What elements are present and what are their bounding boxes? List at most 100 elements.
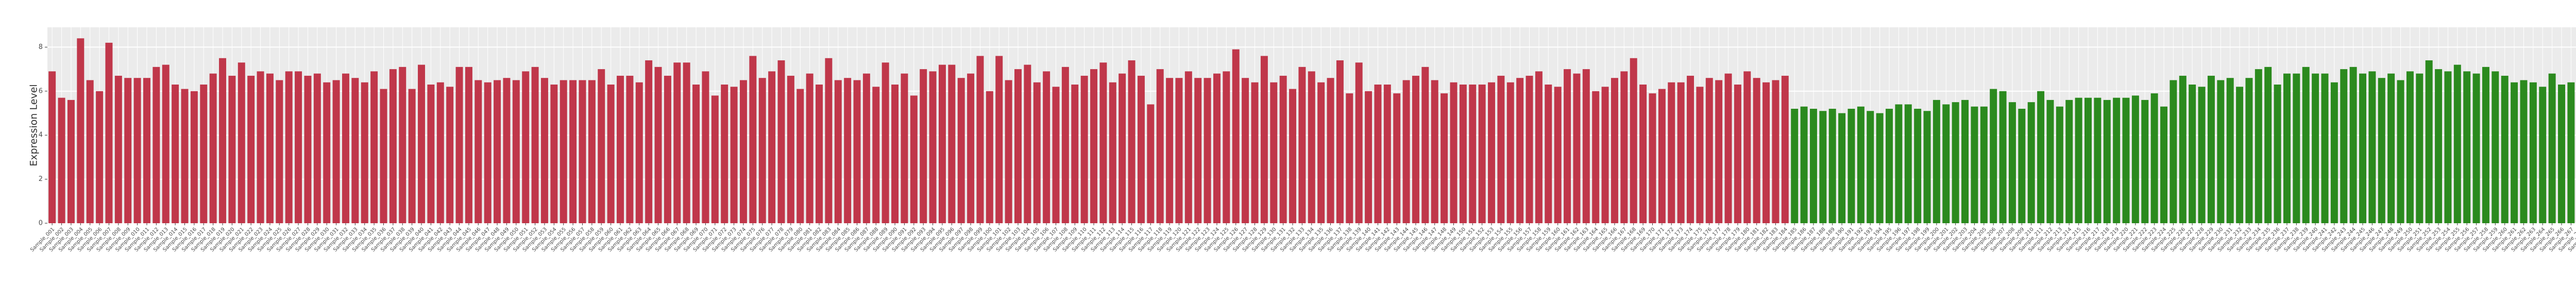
bar [1668, 82, 1675, 223]
bar [1184, 71, 1192, 224]
bar [598, 69, 605, 223]
bar [882, 62, 889, 223]
bar [579, 80, 586, 223]
bar [58, 97, 65, 223]
bar [2330, 82, 2338, 223]
bar [1724, 73, 1732, 224]
bar [1204, 78, 1211, 223]
bar [2406, 71, 2414, 224]
bar [1809, 108, 1817, 223]
bar [522, 71, 530, 224]
bar [2113, 97, 2121, 223]
bar [1772, 80, 1780, 223]
bar [1402, 80, 1410, 223]
bar [967, 73, 975, 224]
bar [247, 75, 255, 223]
bar [1564, 69, 1571, 223]
bar [2539, 87, 2547, 224]
bar [105, 42, 113, 224]
bar [550, 85, 558, 223]
bar [2084, 97, 2092, 223]
bar [465, 67, 472, 223]
bar [2567, 82, 2575, 223]
bar [2387, 73, 2395, 224]
bar [1024, 64, 1031, 224]
bar [1800, 106, 1808, 223]
bar [1545, 85, 1552, 223]
bar [1469, 85, 1477, 223]
bar [2141, 99, 2149, 223]
bar [1355, 62, 1363, 223]
bar [1848, 108, 1855, 223]
bar [1582, 69, 1590, 223]
bar [1223, 71, 1230, 224]
bar [1630, 58, 1637, 224]
bar [825, 58, 833, 224]
bar [172, 85, 179, 223]
bar [1440, 93, 1448, 223]
bar [427, 85, 435, 223]
bar [711, 95, 719, 223]
bar [1251, 82, 1259, 223]
bar [1573, 73, 1581, 224]
bar [1279, 75, 1287, 223]
bar [313, 73, 321, 224]
bar [228, 75, 236, 223]
bar [1270, 82, 1278, 223]
bar [588, 80, 596, 223]
bar [1488, 82, 1496, 223]
bar [124, 78, 132, 223]
bar [152, 67, 160, 223]
bar [484, 82, 492, 223]
bar [2179, 75, 2187, 223]
bar [1052, 87, 1060, 224]
bar [257, 71, 264, 224]
bar [2378, 78, 2385, 223]
bar [2189, 85, 2196, 223]
bar [938, 64, 946, 224]
bar [976, 56, 984, 223]
bar [332, 80, 340, 223]
bar [2368, 71, 2376, 224]
bar [77, 38, 84, 223]
bar [1109, 82, 1116, 223]
y-tick-label: 6 [39, 87, 43, 95]
bar [2501, 75, 2509, 223]
bar [1365, 91, 1372, 223]
bar [2170, 80, 2177, 223]
bar [1412, 75, 1419, 223]
bar [200, 85, 208, 223]
y-tick-label: 2 [39, 175, 43, 183]
bar [1933, 99, 1940, 223]
bar [2558, 85, 2565, 223]
bar [2359, 73, 2367, 224]
bar [948, 64, 956, 224]
bar [1980, 106, 1988, 223]
bar [2511, 82, 2518, 223]
bar [635, 82, 643, 223]
bar [1914, 108, 1922, 223]
bar [351, 78, 359, 223]
bar [787, 75, 794, 223]
bar [1014, 69, 1022, 223]
bar [1147, 104, 1155, 223]
bar [1734, 85, 1741, 223]
bar [494, 80, 501, 223]
bar [664, 75, 671, 223]
bar [862, 73, 870, 224]
bar [361, 82, 368, 223]
bar [2340, 69, 2348, 223]
bar [2056, 106, 2063, 223]
bar [1308, 71, 1315, 224]
bar [1857, 106, 1865, 223]
bar [1118, 73, 1126, 224]
bar [1043, 71, 1050, 224]
y-axis-label: Expression Level [28, 84, 40, 166]
bar [2094, 97, 2102, 223]
bar [1516, 78, 1524, 223]
bar [2264, 67, 2272, 223]
bar [957, 78, 965, 223]
bar [2075, 97, 2082, 223]
bar [1658, 89, 1666, 223]
y-tick-label: 0 [39, 220, 43, 227]
